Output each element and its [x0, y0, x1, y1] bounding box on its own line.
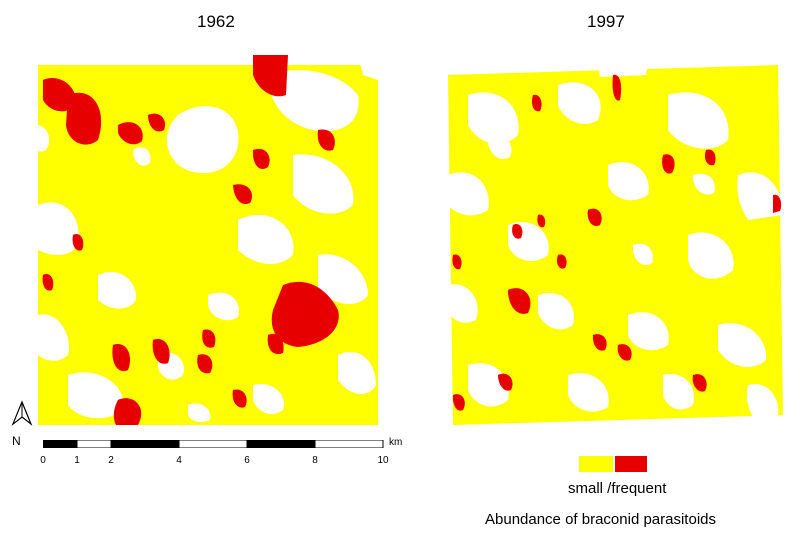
scale-unit: km [389, 437, 403, 448]
scale-tick-2: 2 [108, 455, 114, 466]
scale-bar [43, 440, 384, 448]
north-label: N [12, 434, 21, 448]
legend-swatch-frequent [615, 456, 647, 472]
map-title-1962: 1962 [197, 12, 235, 31]
legend-title: Abundance of braconid parasitoids [485, 511, 716, 528]
map-1962 [38, 55, 378, 425]
map-title-1997: 1997 [587, 12, 625, 31]
scale-tick-1: 1 [74, 455, 80, 466]
scale-tick-6: 6 [244, 455, 250, 466]
scale-tick-8: 8 [312, 455, 318, 466]
scale-tick-0: 0 [40, 455, 46, 466]
scale-tick-10: 10 [377, 455, 389, 466]
frequent-abundance-patches [452, 74, 782, 411]
small-abundance-patches [448, 65, 783, 425]
legend-label: small /frequent [568, 480, 667, 497]
map-1997 [448, 60, 783, 425]
frequent-abundance-patches [42, 55, 339, 425]
north-arrow-icon [11, 400, 33, 426]
scale-tick-4: 4 [176, 455, 182, 466]
background-gaps [448, 60, 783, 417]
background-gaps [38, 55, 378, 423]
legend-swatch-small [579, 456, 613, 472]
